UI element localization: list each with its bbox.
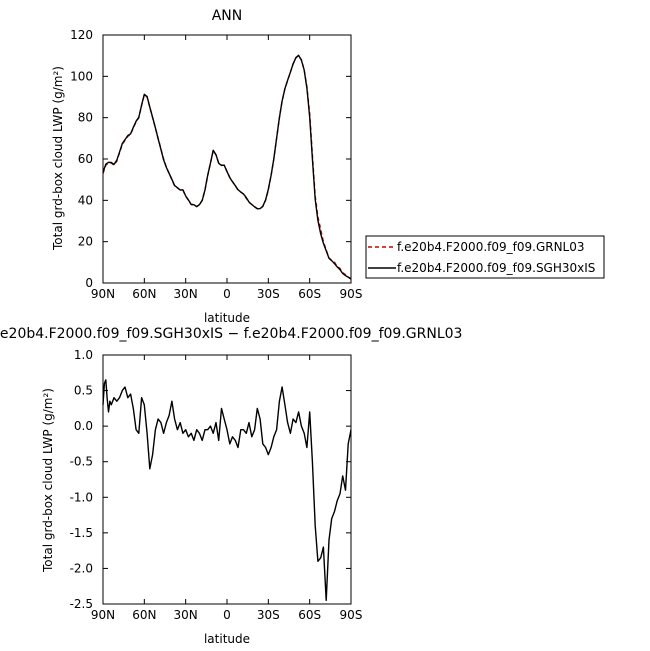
bottom-plot-frame bbox=[102, 354, 352, 605]
bottom-series-lines bbox=[102, 379, 352, 602]
top-y-tick-label: 80 bbox=[78, 111, 93, 125]
top-x-tick-label: 90N bbox=[91, 287, 115, 301]
legend: f.e20b4.F2000.f09_f09.GRNL03 f.e20b4.F20… bbox=[365, 235, 605, 279]
top-x-tick-label: 30N bbox=[174, 287, 198, 301]
top-x-tick-label: 60S bbox=[298, 287, 321, 301]
bottom-series-line-0 bbox=[102, 379, 352, 602]
top-x-tick-label: 30S bbox=[257, 287, 280, 301]
bottom-xlabel: latitude bbox=[204, 632, 250, 646]
top-series-line-1 bbox=[102, 54, 352, 280]
top-series-line-0 bbox=[102, 55, 352, 280]
legend-box bbox=[365, 235, 605, 279]
bottom-x-tick-label: 30S bbox=[257, 608, 280, 622]
bottom-axis-ticks: 90N 60N 30N 0 30S 60S 90S -2.5 -2.0 -1.5 -1.0 -0.5 0… bbox=[70, 348, 363, 622]
legend-label-sgh30xis: f.e20b4.F2000.f09_f09.SGH30xIS bbox=[397, 261, 595, 275]
top-x-tick-label: 90S bbox=[340, 287, 363, 301]
bottom-x-tick-label: 90N bbox=[91, 608, 115, 622]
top-y-tick-label: 20 bbox=[78, 235, 93, 249]
bottom-x-tick-label: 30N bbox=[174, 608, 198, 622]
bottom-title: f.e20b4.F2000.f09_f09.SGH30xIS − f.e20b4… bbox=[0, 326, 462, 342]
bottom-y-tick-label: -2.0 bbox=[70, 561, 93, 575]
top-y-tick-label: 100 bbox=[70, 69, 93, 83]
bottom-y-tick-label: -1.5 bbox=[70, 526, 93, 540]
bottom-y-tick-label: 0.5 bbox=[74, 384, 93, 398]
top-ylabel: Total grd-box cloud LWP (g/m²) bbox=[51, 66, 65, 251]
top-x-tick-label: 60N bbox=[132, 287, 156, 301]
top-y-tick-label: 120 bbox=[70, 28, 93, 42]
top-axis-ticks: 90N 60N 30N 0 30S 60S 90S 0 20 40 60 80 100 120 bbox=[70, 28, 362, 301]
top-x-tick-label: 0 bbox=[223, 287, 231, 301]
top-series-lines bbox=[102, 54, 352, 280]
top-title: ANN bbox=[212, 8, 243, 24]
bottom-y-tick-label: -1.0 bbox=[70, 490, 93, 504]
bottom-x-tick-label: 60N bbox=[132, 608, 156, 622]
bottom-ylabel: Total grd-box cloud LWP (g/m²) bbox=[41, 388, 55, 573]
top-y-tick-label: 60 bbox=[78, 152, 93, 166]
top-plot-frame bbox=[102, 34, 352, 284]
bottom-x-tick-label: 90S bbox=[340, 608, 363, 622]
bottom-panel: f.e20b4.F2000.f09_f09.SGH30xIS − f.e20b4… bbox=[0, 326, 462, 646]
top-y-tick-label: 40 bbox=[78, 193, 93, 207]
legend-label-grnl03: f.e20b4.F2000.f09_f09.GRNL03 bbox=[397, 240, 585, 254]
top-panel: ANN Total grd-box cloud LWP (g/m²) latit… bbox=[51, 8, 362, 325]
bottom-x-tick-label: 60S bbox=[298, 608, 321, 622]
bottom-y-tick-label: 0.0 bbox=[74, 419, 93, 433]
top-xlabel: latitude bbox=[204, 311, 250, 325]
bottom-y-tick-label: -0.5 bbox=[70, 455, 93, 469]
top-y-tick-label: 0 bbox=[85, 276, 93, 290]
bottom-y-tick-label: 1.0 bbox=[74, 348, 93, 362]
bottom-x-tick-label: 0 bbox=[223, 608, 231, 622]
bottom-y-tick-label: -2.5 bbox=[70, 597, 93, 611]
